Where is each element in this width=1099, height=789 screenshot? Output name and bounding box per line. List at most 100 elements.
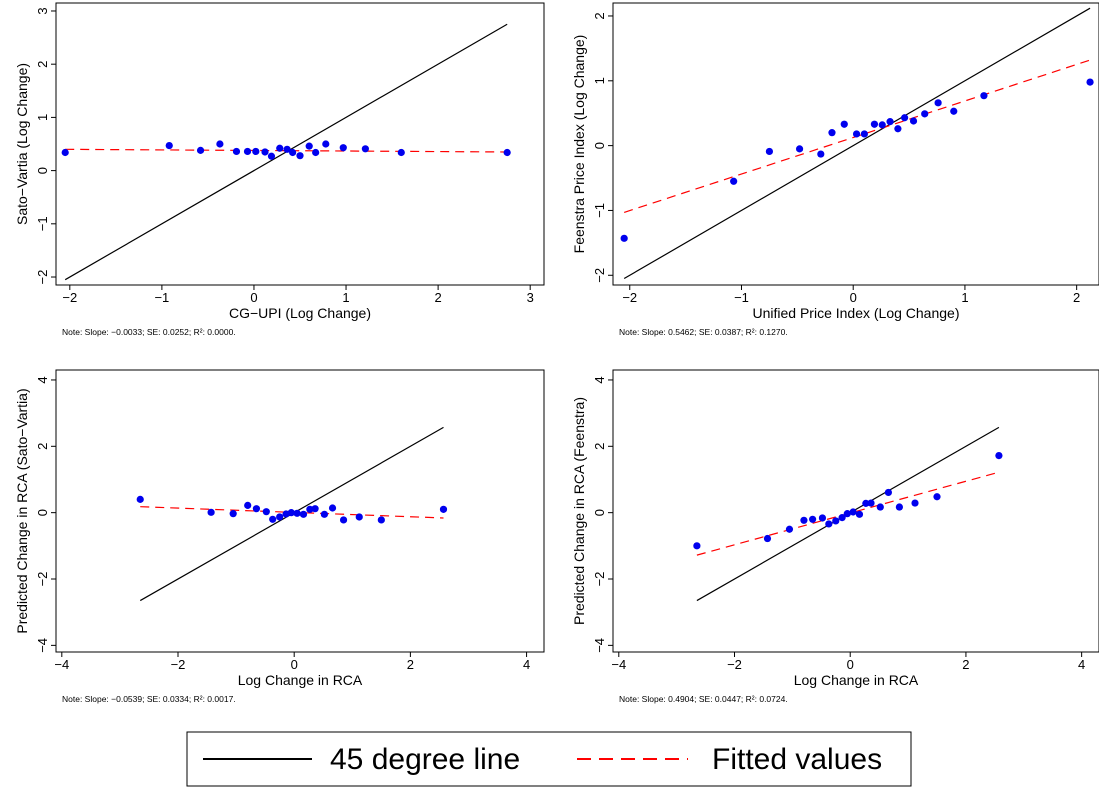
data-point	[361, 145, 369, 153]
plot-frame	[55, 369, 545, 653]
y-axis-label: Feenstra Price Index (Log Change)	[571, 35, 587, 254]
legend-label-45-degree-line: 45 degree line	[330, 743, 520, 776]
y-tick-label: −2	[592, 268, 607, 283]
data-point	[911, 499, 919, 507]
x-tick-label: −2	[727, 657, 742, 672]
data-point	[909, 117, 918, 125]
legend: 45 degree line Fitted values	[186, 731, 912, 787]
data-point	[1086, 78, 1094, 86]
data-point	[397, 148, 405, 157]
y-tick-label: −2	[35, 572, 50, 587]
data-point	[61, 148, 69, 157]
data-point	[165, 141, 173, 150]
data-point	[901, 114, 909, 122]
chart-panel-3: −4 −2 0 2 4 −4 −2 0 2 4 Log Change in RCA Predicted…	[14, 369, 545, 704]
x-tick-label: 0	[847, 657, 854, 672]
data-point	[809, 515, 817, 523]
y-axis-label: Sato−Vartia (Log Change)	[14, 63, 30, 225]
y-tick-label: 0	[592, 509, 607, 516]
data-point	[763, 534, 772, 543]
data-point	[287, 509, 295, 517]
y-tick-label: 4	[592, 376, 607, 383]
data-point	[765, 147, 774, 156]
data-point	[232, 147, 241, 156]
data-point	[296, 152, 304, 160]
x-axis-label: Log Change in RCA	[794, 672, 919, 688]
y-tick-label: 0	[35, 167, 50, 174]
data-point	[817, 150, 825, 158]
data-point	[840, 120, 848, 128]
y-tick-label: 0	[35, 509, 50, 516]
y-tick-label: −4	[592, 638, 607, 653]
y-tick-label: 0	[592, 142, 607, 149]
y-axis-label: Predicted Change in RCA (Sato−Vartia)	[14, 388, 30, 633]
x-tick-label: 0	[250, 290, 257, 305]
data-point	[895, 503, 903, 511]
data-point	[849, 508, 857, 516]
data-point	[276, 513, 284, 521]
y-axis-label: Predicted Change in RCA (Feenstra)	[571, 397, 587, 625]
chart-panel-4: −4 −2 0 2 4 −4 −2 0 2 4 Log Change in RCA Predicted…	[571, 369, 1099, 704]
data-point	[229, 510, 237, 518]
y-tick-label: 2	[592, 12, 607, 19]
regression-note: Note: Slope: −0.0033; SE: 0.0252; R²: 0.…	[62, 327, 236, 337]
data-point	[322, 140, 330, 148]
data-point	[838, 514, 846, 522]
data-point	[934, 99, 942, 107]
x-tick-label: −4	[611, 657, 626, 672]
data-point	[262, 508, 270, 516]
data-point	[293, 509, 301, 517]
data-point	[860, 130, 868, 138]
x-tick-label: 2	[434, 290, 441, 305]
x-tick-label: −1	[734, 290, 749, 305]
fitted-values-line	[65, 148, 508, 153]
plot-frame	[55, 2, 545, 286]
data-point	[886, 118, 894, 126]
chart-panel-2: −2 −1 0 1 2 −2 −1 0 1 2 Unified Price Index (Log C…	[571, 2, 1099, 337]
data-point	[894, 125, 902, 133]
data-point	[299, 510, 308, 518]
data-point	[269, 515, 277, 523]
data-point	[439, 505, 448, 513]
data-point	[785, 525, 794, 533]
data-point	[832, 517, 840, 525]
x-tick-label: 4	[1078, 657, 1085, 672]
data-point	[933, 493, 941, 501]
x-tick-label: 1	[961, 290, 968, 305]
plot-frame	[612, 2, 1099, 286]
y-tick-label: −4	[35, 638, 50, 653]
y-tick-label: −2	[592, 572, 607, 587]
regression-note: Note: Slope: 0.4904; SE: 0.0447; R²: 0.0…	[619, 694, 788, 704]
data-point	[825, 520, 833, 528]
data-point	[355, 513, 363, 521]
data-point	[306, 505, 314, 513]
x-tick-label: −2	[62, 290, 77, 305]
data-point	[305, 142, 313, 150]
data-point	[867, 499, 875, 507]
data-point	[950, 107, 958, 115]
y-tick-label: 3	[35, 7, 50, 14]
data-point	[276, 144, 284, 152]
data-point	[216, 140, 224, 148]
data-point	[252, 505, 261, 513]
data-point	[980, 92, 988, 100]
x-tick-label: 4	[523, 657, 530, 672]
x-axis-label: Log Change in RCA	[238, 672, 363, 688]
data-point	[196, 146, 205, 154]
x-tick-label: 0	[850, 290, 857, 305]
legend-label-fitted-values: Fitted values	[712, 743, 882, 776]
x-tick-label: 3	[527, 290, 534, 305]
data-point	[921, 110, 929, 118]
data-point	[818, 514, 827, 522]
x-tick-label: 2	[962, 657, 969, 672]
data-point	[243, 147, 252, 156]
data-point	[852, 130, 861, 138]
data-point	[995, 451, 1003, 460]
data-point	[267, 152, 276, 160]
x-tick-label: −2	[622, 290, 637, 305]
data-point	[884, 488, 893, 497]
data-point	[312, 148, 320, 157]
data-point	[261, 148, 269, 156]
x-tick-label: 2	[407, 657, 414, 672]
